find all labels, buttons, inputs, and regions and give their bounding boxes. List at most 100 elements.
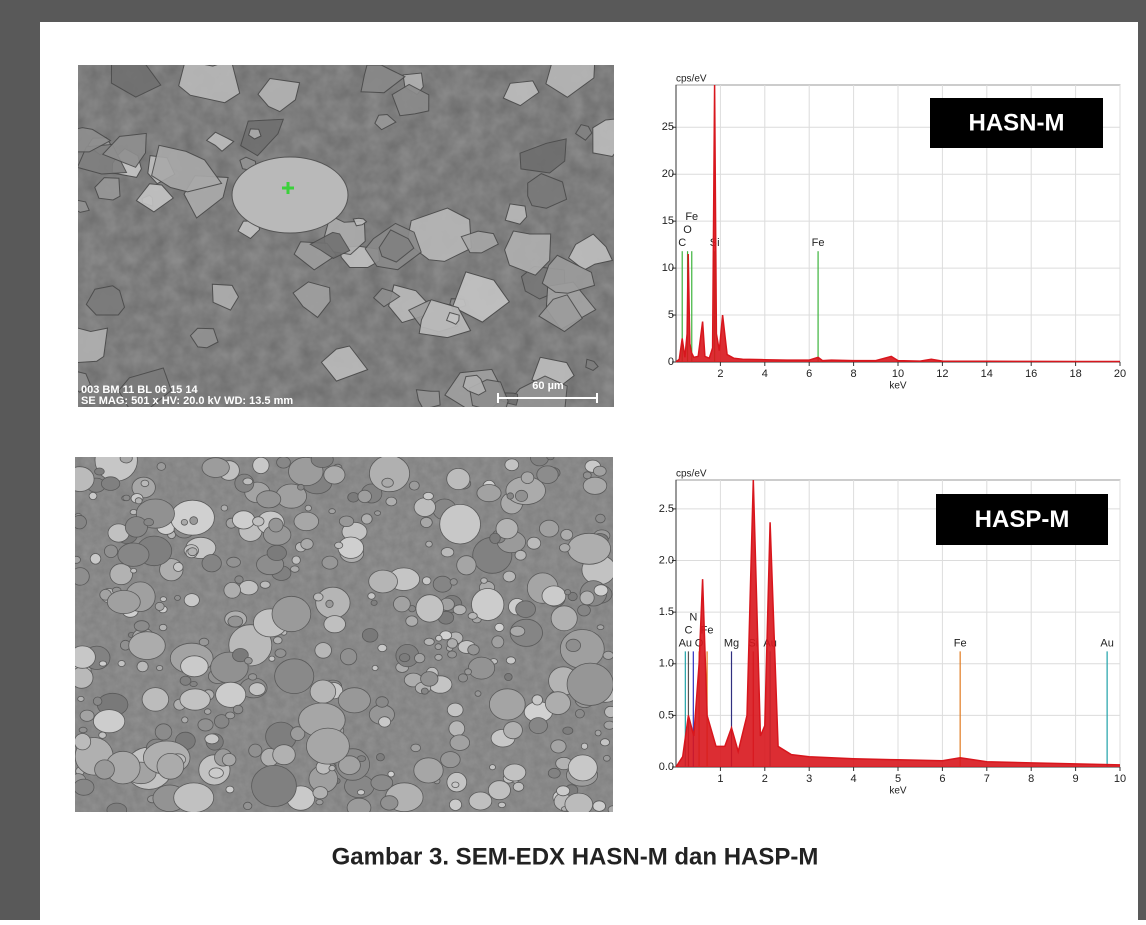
particle xyxy=(78,696,84,701)
particle xyxy=(516,601,536,618)
particle xyxy=(123,495,130,501)
particle xyxy=(568,533,611,564)
y-tick-label: 25 xyxy=(662,121,674,133)
particle xyxy=(188,548,197,556)
particle xyxy=(506,657,515,664)
particle xyxy=(326,600,333,607)
particle xyxy=(190,517,198,525)
page: {"sem_image": {"info_lines": ["003 BM 11… xyxy=(0,0,1146,925)
particle xyxy=(93,697,102,705)
particle xyxy=(233,705,243,714)
y-tick-label: 15 xyxy=(662,215,674,227)
edx-chart: 24681012141618200510152025cps/eVkeVCOFeS… xyxy=(662,74,1126,392)
x-axis-title: keV xyxy=(889,786,907,797)
particle xyxy=(563,727,573,734)
particle xyxy=(388,771,394,777)
particle xyxy=(175,595,181,600)
particle xyxy=(608,806,618,814)
particle xyxy=(409,481,419,490)
particle xyxy=(324,466,345,484)
particle xyxy=(566,639,581,651)
y-tick-label: 1.5 xyxy=(659,606,674,618)
particle xyxy=(267,545,286,560)
particle xyxy=(515,550,526,560)
particle xyxy=(190,681,197,686)
particle xyxy=(548,768,560,778)
charts: 24681012141618200510152025cps/eVkeVCOFeS… xyxy=(659,74,1126,797)
y-tick-label: 0.5 xyxy=(659,709,674,721)
element-label: C xyxy=(684,624,692,636)
particle xyxy=(314,593,324,601)
particle xyxy=(348,493,359,503)
particle xyxy=(394,596,411,612)
particle xyxy=(305,505,311,511)
particle xyxy=(157,463,166,471)
particle xyxy=(361,514,372,524)
particle xyxy=(447,468,470,489)
particle xyxy=(452,782,459,788)
particle xyxy=(376,754,384,761)
particle xyxy=(205,734,219,744)
particle xyxy=(144,519,154,526)
particle xyxy=(596,514,606,523)
particle xyxy=(198,719,213,731)
particle xyxy=(199,638,209,646)
particle xyxy=(421,672,438,687)
particle xyxy=(537,466,558,484)
particle xyxy=(72,556,81,563)
particle xyxy=(120,453,132,463)
particle xyxy=(433,576,452,592)
particle xyxy=(424,638,434,645)
particle xyxy=(292,556,300,564)
particle xyxy=(260,581,270,588)
particle xyxy=(274,637,283,644)
particle xyxy=(339,516,353,527)
particle xyxy=(382,478,394,487)
particle xyxy=(441,752,461,768)
particle xyxy=(156,666,162,671)
figure: 003 BM 11 BL 06 15 14 SE MAG: 501 x HV: … xyxy=(0,0,1146,920)
element-label: C xyxy=(678,237,686,249)
particle xyxy=(475,691,481,697)
particle xyxy=(595,730,601,736)
particle xyxy=(378,644,387,651)
particle xyxy=(95,760,115,779)
particle xyxy=(93,710,124,733)
particle xyxy=(329,509,336,514)
particle xyxy=(379,717,391,727)
particle xyxy=(70,646,96,668)
y-tick-label: 2.5 xyxy=(659,503,674,515)
particle xyxy=(316,800,323,805)
x-tick-label: 6 xyxy=(806,368,812,380)
y-tick-label: 20 xyxy=(662,168,674,180)
x-tick-label: 4 xyxy=(851,773,857,785)
particle xyxy=(338,688,370,713)
particle xyxy=(440,504,481,544)
element-label: Fe xyxy=(685,211,698,223)
sem-image-1 xyxy=(56,46,628,435)
particle xyxy=(129,632,166,660)
particle xyxy=(575,709,584,718)
particle xyxy=(568,755,597,781)
x-tick-label: 9 xyxy=(1073,773,1079,785)
frame-top xyxy=(0,0,1146,22)
particle xyxy=(253,457,269,473)
particle xyxy=(182,717,188,723)
x-tick-label: 8 xyxy=(851,368,857,380)
particle xyxy=(581,743,587,749)
particle xyxy=(441,548,454,557)
x-tick-label: 4 xyxy=(762,368,768,380)
y-tick-label: 0 xyxy=(668,356,674,368)
particle xyxy=(468,657,494,679)
y-axis-title: cps/eV xyxy=(676,469,707,480)
particle xyxy=(376,697,388,708)
edx-chart: 123456789100.00.51.01.52.02.5cps/eVkeVAu… xyxy=(659,469,1126,797)
particle xyxy=(539,520,558,537)
x-axis-title: keV xyxy=(889,381,907,392)
particle xyxy=(421,688,428,694)
particle xyxy=(593,466,606,476)
particle xyxy=(56,325,107,364)
particle xyxy=(66,467,94,492)
particle xyxy=(448,651,457,658)
particle xyxy=(235,576,243,584)
